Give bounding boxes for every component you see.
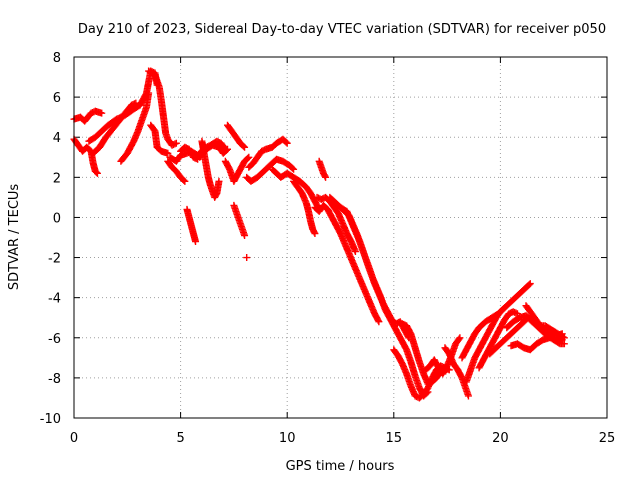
series-arc-ag [475,308,521,372]
data-point [172,139,180,147]
series-arc-j [177,143,202,163]
series-arc-g [147,121,172,157]
y-tick-label: -8 [48,372,61,387]
data-point [310,228,318,236]
data-point [525,281,533,289]
data-point [282,138,290,146]
x-axis-ticks: 0 5 10 15 20 25 [70,57,615,446]
data-point [92,168,100,176]
data-point [289,164,297,172]
series-arc-q [243,254,251,262]
data-point [464,392,472,400]
data-points [70,67,568,402]
data-point [500,305,508,313]
data-point [560,340,568,348]
series-arc-ak [522,302,566,340]
data-point [311,229,319,237]
x-axis-label: GPS time / hours [286,459,395,474]
data-point [164,149,172,157]
series-arc-e [117,89,153,165]
data-point [321,172,329,180]
y-tick-label: 4 [53,131,61,146]
series-arc-b [70,135,101,177]
y-tick-label: 6 [53,91,61,106]
data-point [456,334,464,342]
series-arc-o [221,153,253,185]
data-point [239,142,247,150]
series-arc-k [183,205,200,246]
data-point [241,143,249,151]
data-point [132,99,140,107]
data-point [192,238,200,246]
data-point [243,254,251,262]
data-point [455,335,463,343]
y-tick-label: -6 [48,332,61,347]
series-arc-v [315,157,330,181]
series-arc-p [230,201,249,239]
y-axis-label: SDTVAR / TECUs [7,184,22,291]
series-arc-ac [422,334,464,378]
series-arc-d [89,99,140,157]
series-arc-u [290,177,319,237]
data-point [558,336,566,344]
data-point [558,330,566,338]
series-arc-n [224,121,249,151]
series-arc-s [243,155,298,185]
data-point [351,248,359,256]
series-arc-m [196,141,232,161]
y-tick-label: -4 [48,292,61,307]
y-tick-label: -10 [40,412,61,427]
data-point [222,146,230,154]
x-tick-label: 20 [492,431,509,446]
series-arc-x [311,201,383,326]
x-tick-label: 25 [599,431,616,446]
y-tick-label: 2 [53,171,61,186]
data-point [180,176,188,184]
y-tick-label: 0 [53,211,61,226]
y-tick-label: -2 [48,252,61,267]
data-point [215,177,223,185]
data-point [374,316,382,324]
series-arc-r [245,135,291,171]
chart-title: Day 210 of 2023, Sidereal Day-to-day VTE… [78,22,606,37]
y-tick-label: 8 [53,51,61,66]
data-point [245,153,253,161]
data-point [244,154,252,162]
series-arc-a [70,107,106,125]
data-point [322,173,330,181]
x-tick-label: 0 [70,431,78,446]
series-arc-f [145,67,180,149]
data-point [526,280,534,288]
data-point [501,304,509,312]
series-arc-af [462,304,509,386]
series-arc-z [337,203,432,400]
series-arc-w [313,193,359,256]
data-point [181,177,189,185]
data-point [224,145,232,153]
x-tick-label: 15 [386,431,403,446]
data-point [98,109,106,117]
x-tick-label: 5 [176,431,184,446]
x-tick-label: 10 [279,431,296,446]
series-arc-h [164,157,189,185]
data-point [290,165,298,173]
plot-frame [73,56,608,419]
data-point [241,231,249,239]
data-point [375,318,383,326]
series-arc-aj [507,334,566,354]
data-point [283,139,291,147]
y-axis-ticks: -10 -8 -6 -4 -2 0 2 4 6 8 [40,51,607,427]
data-point [145,89,153,97]
data-point [93,169,101,177]
